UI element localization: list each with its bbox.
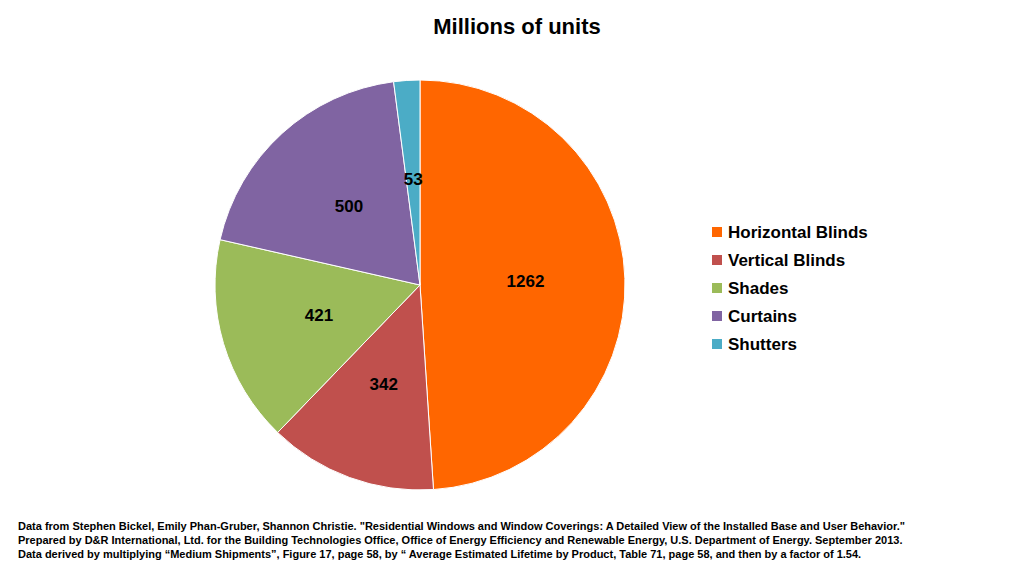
svg-text:421: 421 [305,306,333,325]
svg-text:53: 53 [404,170,423,189]
svg-text:Prepared by D&R International,: Prepared by D&R International, Ltd. for … [18,534,902,546]
svg-text:500: 500 [335,197,363,216]
svg-text:Data derived by multiplying “M: Data derived by multiplying “Medium Ship… [18,548,861,560]
svg-text:Millions of units: Millions of units [433,14,600,39]
svg-text:1262: 1262 [507,272,545,291]
svg-text:Curtains: Curtains [728,307,797,326]
svg-text:Shutters: Shutters [728,335,797,354]
svg-text:Horizontal Blinds: Horizontal Blinds [728,223,868,242]
svg-text:Vertical Blinds: Vertical Blinds [728,251,845,270]
svg-text:342: 342 [370,375,398,394]
svg-text:Shades: Shades [728,279,788,298]
svg-text:Data from Stephen Bickel, Emil: Data from Stephen Bickel, Emily Phan-Gru… [18,520,905,532]
